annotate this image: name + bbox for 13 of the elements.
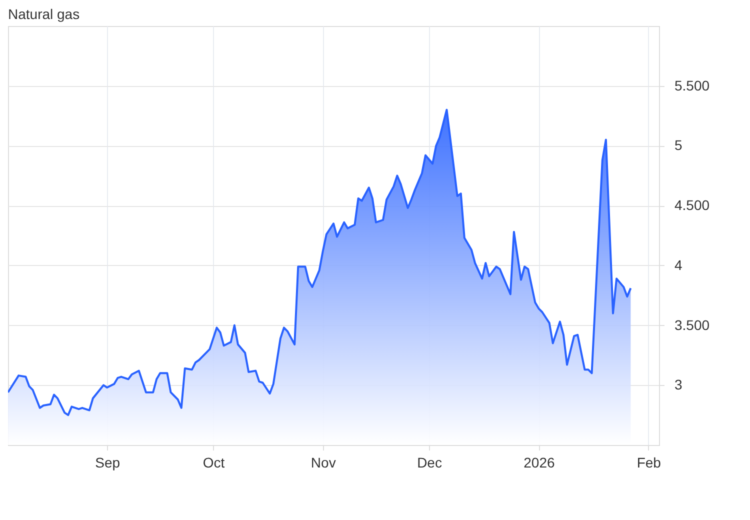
x-tick-label: Feb <box>636 454 662 470</box>
y-tick-label: 5.500 <box>674 77 710 94</box>
x-tick-label: Nov <box>310 454 336 470</box>
chart-title: Natural gas <box>8 6 80 22</box>
y-tick-label: 4.500 <box>674 197 710 214</box>
x-tick-label: Oct <box>202 454 225 470</box>
y-tick-label: 3 <box>674 376 682 393</box>
x-tick-label: 2026 <box>524 454 555 470</box>
x-tick-label: Sep <box>95 454 120 470</box>
y-tick-label: 5 <box>674 137 682 154</box>
y-tick-label: 3.500 <box>674 316 710 333</box>
x-tick-label: Dec <box>417 454 442 470</box>
y-tick-label: 4 <box>674 256 682 273</box>
